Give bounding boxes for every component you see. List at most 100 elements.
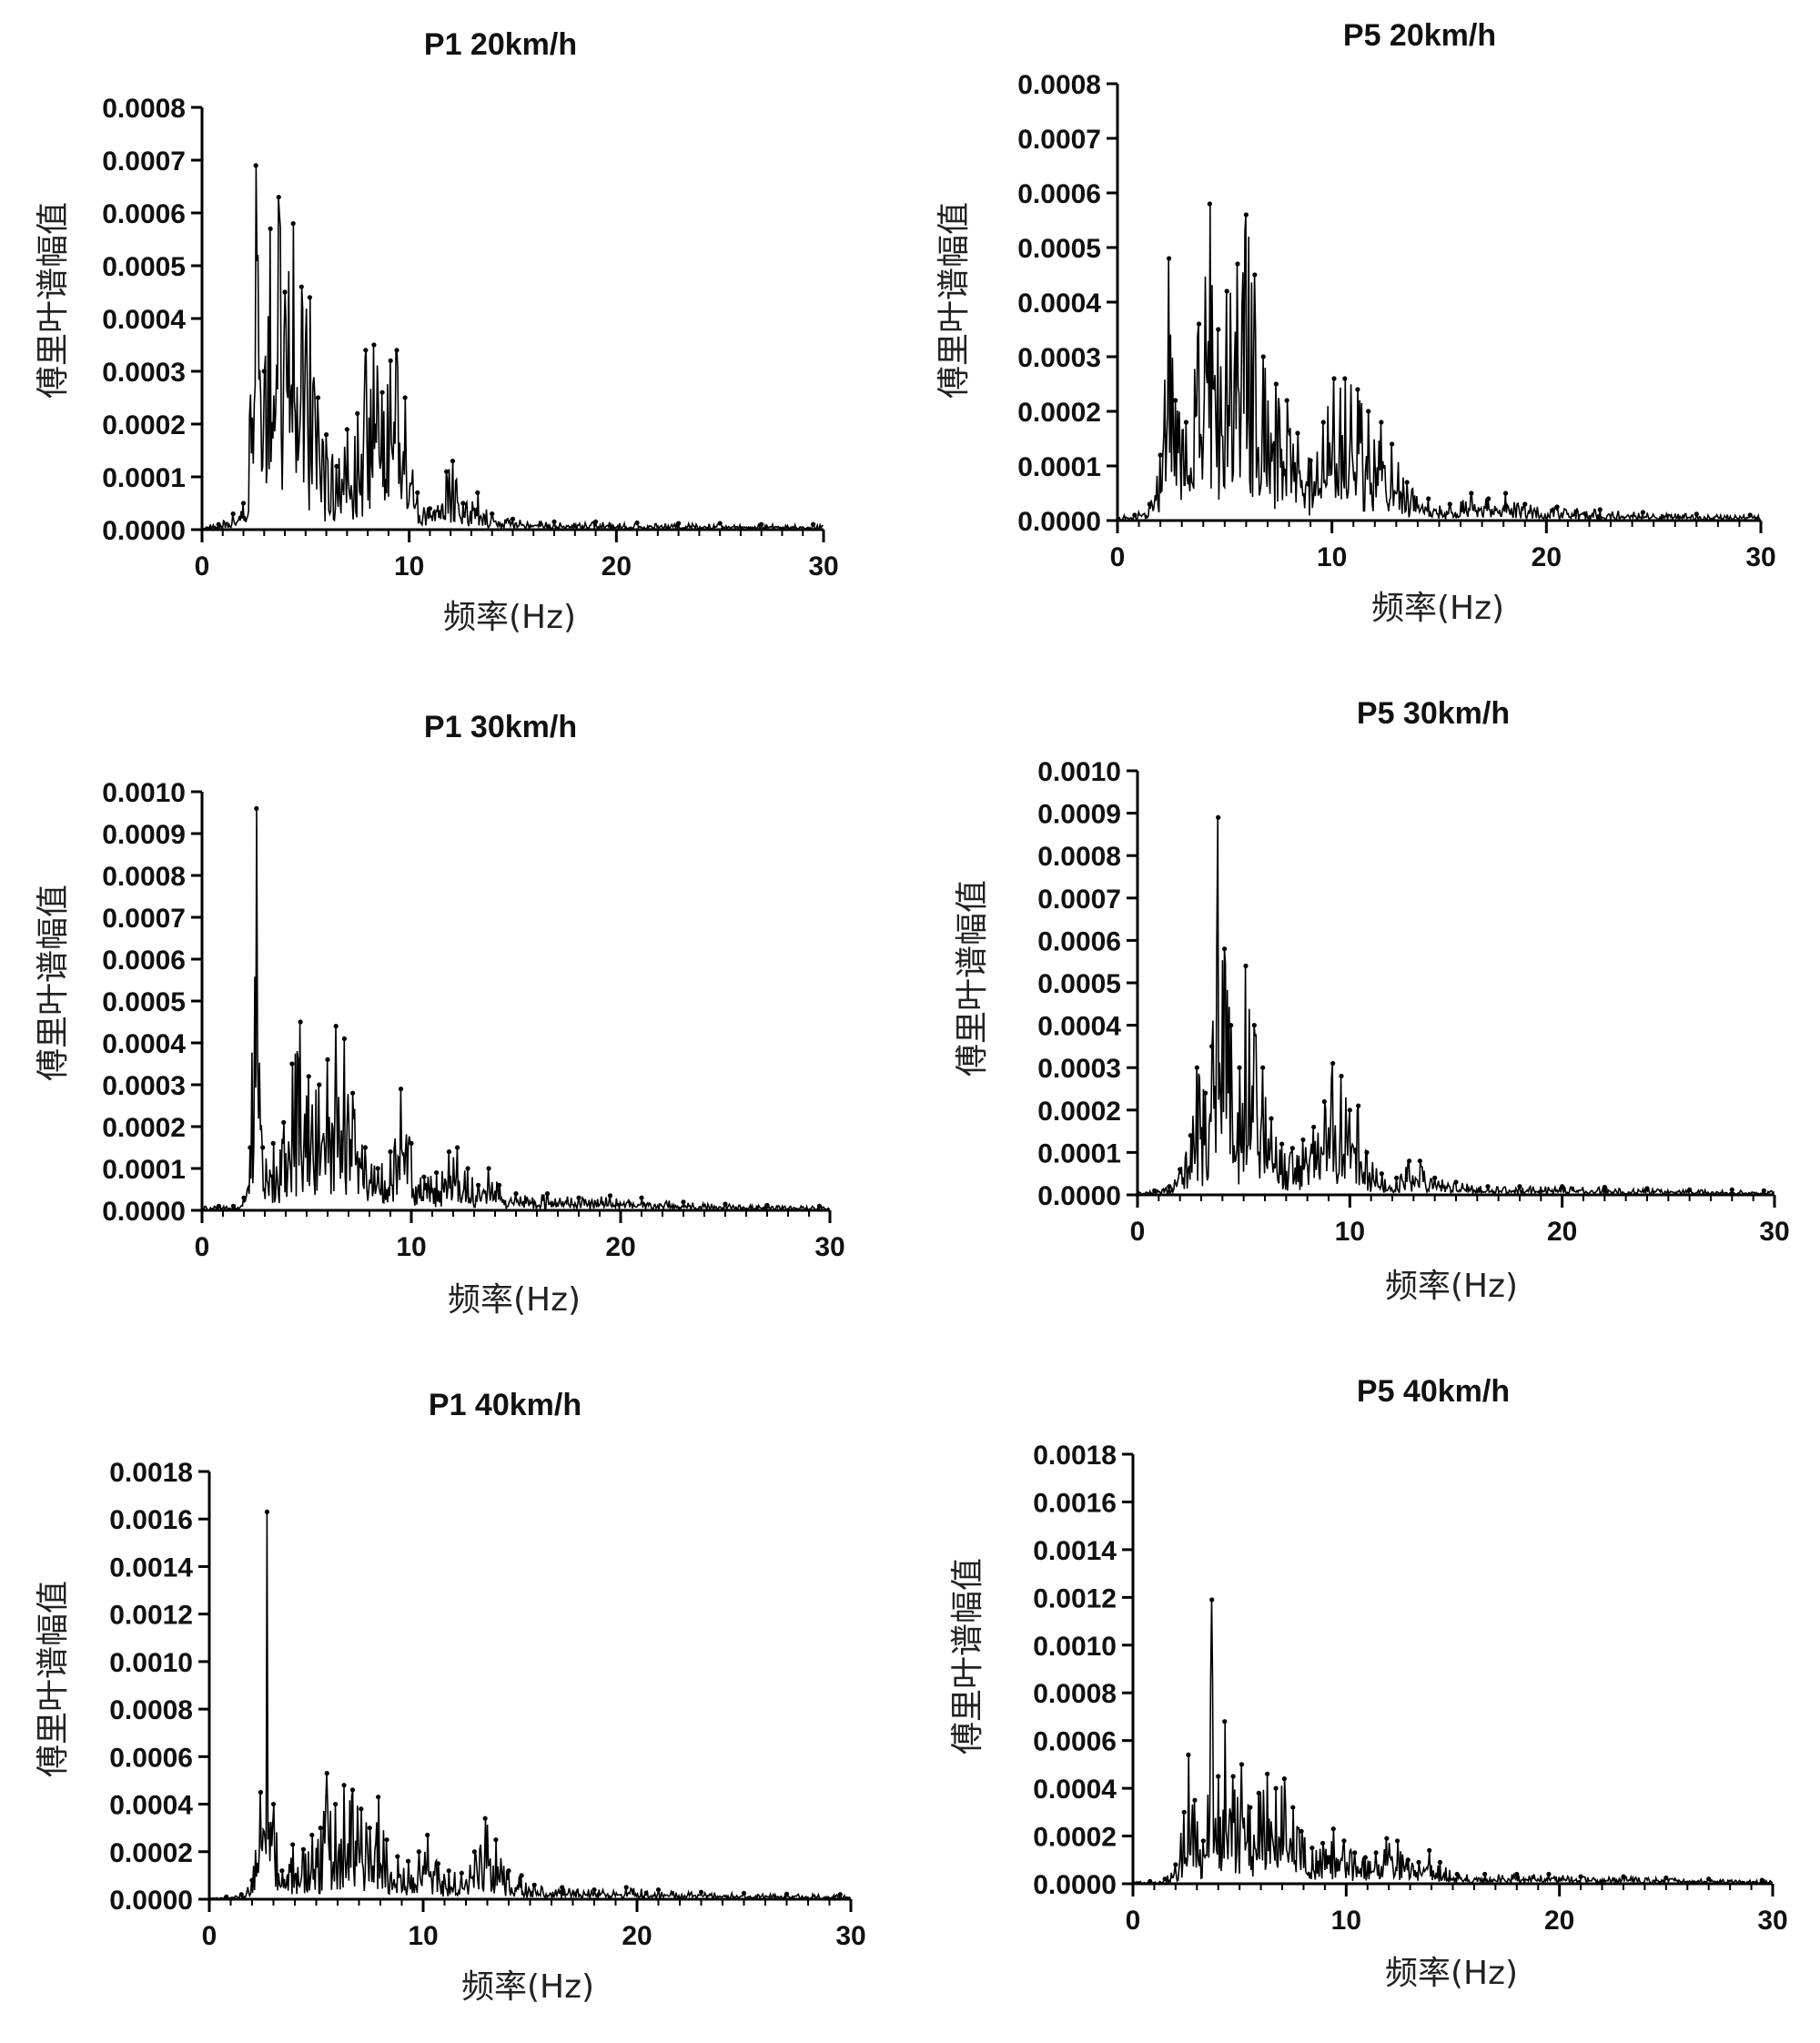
y-tick-label: 0.0008 [1017,70,1101,100]
data-point [379,389,385,395]
data-point [1300,1137,1306,1143]
y-tick-label: 0.0018 [1033,1441,1117,1471]
y-tick-label: 0.0007 [1037,885,1121,915]
y-tick-label: 0.0001 [1037,1138,1121,1168]
data-point [1209,1044,1215,1049]
data-point [344,427,349,432]
data-point [471,1849,478,1855]
chart-panel-p5-20: P5 20km/h 傅里叶谱幅值 频率(Hz) 0.0000 0.0001 0.00… [910,0,1820,673]
chart-title: P5 30km/h [1357,696,1510,731]
data-point [309,1832,315,1838]
data-point [1248,1805,1253,1810]
data-point [1416,1859,1421,1865]
data-point [279,1868,285,1874]
data-point [1251,1023,1257,1028]
data-point [1167,1184,1172,1189]
x-tick-label: 0 [195,1232,210,1262]
data-point [551,519,557,524]
data-point [1729,1187,1734,1193]
data-point [1426,496,1431,501]
x-tick-label: 10 [396,1232,426,1262]
x-tick-label: 0 [1110,542,1126,572]
data-point [723,1201,728,1207]
data-point [1269,1116,1274,1121]
data-point [427,506,433,511]
data-point [446,1149,451,1155]
y-tick-label: 0.0000 [1017,507,1101,537]
y-tick-label: 0.0001 [1017,452,1101,482]
data-point [1209,1597,1215,1603]
chart-svg: P1 20km/h 傅里叶谱幅值 频率(Hz) 0.0000 0.0001 0.00… [35,27,839,636]
x-tick-label: 10 [394,551,424,582]
data-point [717,521,723,526]
data-point [1284,398,1289,403]
data-point [1502,491,1509,496]
data-point [1447,501,1452,507]
chart-panel-p1-30: P1 30km/h 傅里叶谱幅值 频率(Hz) 0.0000 0.0001 0.00… [0,692,910,1365]
data-point [425,1832,430,1838]
data-point [560,1885,565,1890]
y-tick-label: 0.0002 [1033,1823,1117,1853]
y-tick-label: 0.0016 [109,1505,193,1535]
data-point [1342,376,1348,381]
y-tick-label: 0.0002 [1017,398,1101,428]
y-tick-label: 0.0004 [1033,1775,1117,1805]
data-point [1239,1762,1245,1767]
data-point [216,521,221,527]
data-point [238,1892,244,1897]
y-tick-label: 0.0001 [102,1155,186,1185]
y-tick-label: 0.0014 [1033,1536,1117,1566]
chart-svg: P1 30km/h 傅里叶谱幅值 频率(Hz) 0.0000 0.0001 0.00… [35,710,845,1319]
data-point [1341,1838,1347,1844]
data-point [324,432,329,438]
data-point [1200,1838,1206,1844]
data-point [1356,1103,1361,1108]
data-point [1407,1158,1412,1164]
data-point [224,1894,229,1899]
data-point [307,295,312,300]
data-point [333,1024,339,1029]
data-point [1514,1871,1520,1877]
y-tick-label: 0.0000 [1033,1870,1117,1900]
data-point [444,469,450,474]
data-point [513,1191,519,1197]
data-point [1560,1184,1565,1189]
y-tick-label: 0.0000 [109,1886,193,1916]
data-point [388,358,393,363]
data-point [1437,1859,1443,1865]
data-point [1273,381,1279,387]
y-tick-label: 0.0002 [102,1113,186,1143]
y-tick-label: 0.0007 [102,904,186,934]
y-tick-label: 0.0014 [109,1552,193,1583]
chart-panel-p1-20: P1 20km/h 傅里叶谱幅值 频率(Hz) 0.0000 0.0001 0.00… [0,9,910,683]
data-point [290,1842,296,1847]
x-axis-label: 频率(Hz) [1385,1268,1518,1305]
y-tick-label: 0.0010 [102,778,186,808]
x-tick-label: 20 [1532,542,1562,572]
spectrum-line [1132,1599,1773,1886]
chart-svg: P5 40km/h 傅里叶谱幅值 频率(Hz) 0.0000 0.0002 0.00… [949,1374,1788,1992]
data-point [315,395,321,400]
chart-title: P1 40km/h [429,1388,581,1422]
x-tick-label: 20 [622,1921,652,1951]
data-point [460,501,466,506]
y-tick-label: 0.0008 [1033,1679,1117,1709]
data-point [1222,1719,1228,1724]
data-point [1237,1065,1242,1070]
data-point [1469,491,1474,496]
data-point [784,1891,790,1896]
x-tick-label: 0 [202,1921,217,1951]
data-point [1417,1158,1422,1164]
y-tick-label: 0.0012 [109,1601,193,1631]
data-point [623,1885,629,1890]
data-point [676,521,682,526]
y-tick-label: 0.0000 [1037,1181,1121,1211]
chart-panel-p5-40: P5 40km/h 傅里叶谱幅值 频率(Hz) 0.0000 0.0002 0.00… [910,1356,1820,2029]
y-tick-label: 0.0006 [1037,926,1121,956]
data-point [1321,1098,1327,1105]
data-point [1687,1187,1693,1193]
data-point [1331,376,1337,381]
x-tick-label: 0 [1130,1217,1146,1247]
data-point [493,1837,499,1843]
data-point [1486,496,1491,501]
